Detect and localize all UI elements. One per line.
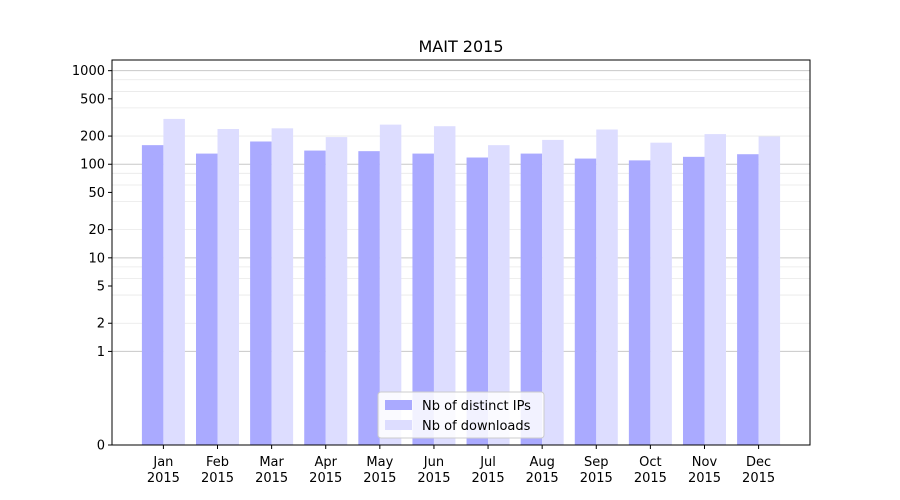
bar-downloads bbox=[758, 136, 781, 445]
bar-distinct-ips bbox=[466, 157, 489, 445]
y-tick-label: 1000 bbox=[72, 64, 105, 79]
x-tick-label-year: 2015 bbox=[526, 471, 559, 486]
bar-downloads bbox=[488, 145, 510, 445]
x-tick-label-year: 2015 bbox=[255, 471, 288, 486]
y-tick-label: 10 bbox=[88, 251, 105, 266]
bar-downloads bbox=[271, 128, 294, 445]
x-tick-label-month: Apr bbox=[314, 455, 337, 470]
x-tick-label-year: 2015 bbox=[363, 471, 396, 486]
bar-downloads bbox=[433, 126, 456, 445]
legend-swatch bbox=[385, 420, 412, 430]
x-tick-label-month: May bbox=[366, 455, 393, 470]
y-tick-label: 200 bbox=[80, 130, 105, 145]
legend: Nb of distinct IPs Nb of downloads bbox=[377, 391, 545, 439]
x-tick-label-month: Nov bbox=[692, 455, 718, 470]
x-tick-label-year: 2015 bbox=[201, 471, 234, 486]
bar-downloads bbox=[650, 142, 672, 445]
bar-downloads bbox=[596, 129, 618, 445]
bar-distinct-ips bbox=[250, 141, 272, 445]
x-tick-label-year: 2015 bbox=[688, 471, 721, 486]
y-tick-label: 50 bbox=[88, 186, 105, 201]
legend-label: Nb of distinct IPs bbox=[422, 399, 531, 414]
legend-label: Nb of downloads bbox=[422, 419, 531, 434]
plot-frame bbox=[111, 59, 811, 446]
x-tick-label-month: Oct bbox=[639, 455, 661, 470]
x-tick-label-month: Aug bbox=[529, 455, 554, 470]
x-tick-label-year: 2015 bbox=[580, 471, 613, 486]
bar-distinct-ips bbox=[520, 153, 543, 446]
x-axis: Jan2015Feb2015Mar2015Apr2015May2015Jun20… bbox=[147, 445, 775, 486]
y-tick-label: 2 bbox=[97, 317, 105, 332]
bar-distinct-ips bbox=[412, 153, 434, 446]
chart-title: MAIT 2015 bbox=[418, 37, 503, 56]
x-tick-label-month: Feb bbox=[206, 455, 229, 470]
x-tick-label-month: Mar bbox=[259, 455, 284, 470]
y-axis: 0 1 2 5 10 20 50 100 200 500 1000 bbox=[72, 64, 112, 454]
x-tick-label-year: 2015 bbox=[742, 471, 775, 486]
x-tick-label-year: 2015 bbox=[147, 471, 180, 486]
y-tick-label: 100 bbox=[80, 158, 105, 173]
y-tick-label: 5 bbox=[97, 280, 105, 295]
bar-distinct-ips bbox=[737, 154, 759, 446]
x-tick-label-year: 2015 bbox=[634, 471, 667, 486]
bar-distinct-ips bbox=[141, 145, 164, 445]
legend-swatch bbox=[385, 400, 412, 410]
bar-distinct-ips bbox=[682, 156, 705, 446]
bar-distinct-ips bbox=[574, 158, 597, 445]
x-tick-label-year: 2015 bbox=[472, 471, 505, 486]
bar-distinct-ips bbox=[358, 151, 380, 446]
x-tick-label-month: Dec bbox=[746, 455, 771, 470]
bars bbox=[141, 118, 781, 446]
bar-downloads bbox=[704, 134, 726, 446]
bar-distinct-ips bbox=[196, 153, 218, 446]
y-tick-label: 1 bbox=[97, 345, 105, 360]
y-tick-label: 0 bbox=[97, 439, 105, 454]
bar-downloads bbox=[163, 118, 185, 445]
x-tick-label-month: Sep bbox=[584, 455, 609, 470]
bar-downloads bbox=[542, 139, 564, 445]
x-tick-label-month: Jun bbox=[423, 455, 444, 470]
x-tick-label-month: Jan bbox=[152, 455, 173, 470]
legend-box bbox=[377, 391, 545, 439]
bar-distinct-ips bbox=[628, 160, 651, 445]
x-tick-label-month: Jul bbox=[479, 455, 496, 470]
bar-downloads bbox=[379, 124, 402, 445]
x-tick-label-year: 2015 bbox=[417, 471, 450, 486]
x-tick-label-year: 2015 bbox=[309, 471, 342, 486]
bar-downloads bbox=[217, 129, 240, 445]
bar-distinct-ips bbox=[304, 150, 326, 445]
bar-downloads bbox=[325, 137, 348, 445]
y-tick-label: 500 bbox=[80, 92, 105, 107]
y-tick-label: 20 bbox=[88, 223, 105, 238]
